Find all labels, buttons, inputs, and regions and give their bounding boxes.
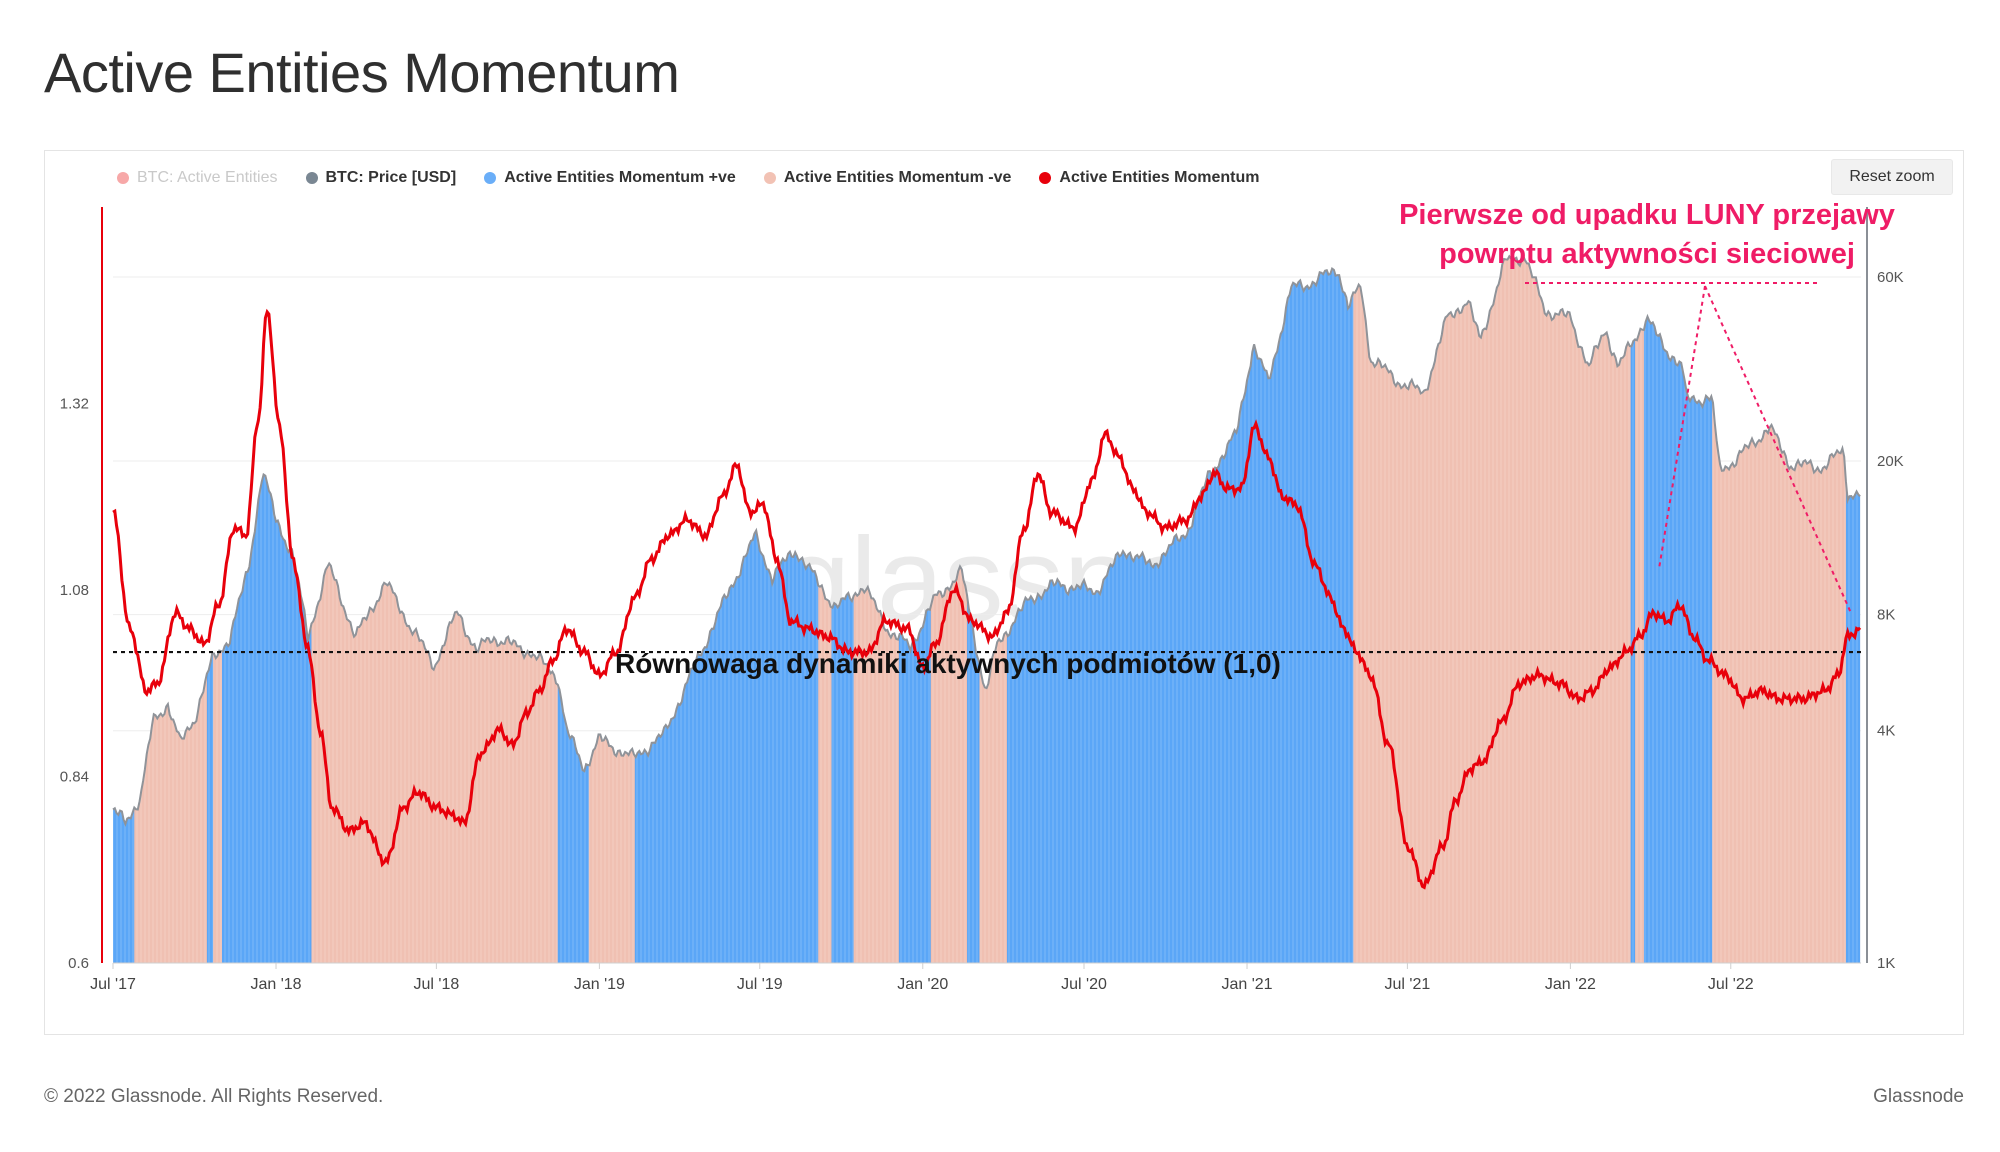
luna-annotation-line: powrptu aktywności sieciowej	[1439, 238, 1855, 270]
legend-item-momentum[interactable]: Active Entities Momentum	[1039, 169, 1259, 187]
momentum-line	[112, 308, 1862, 890]
chart-container: BTC: Active Entities BTC: Price [USD] Ac…	[44, 150, 1964, 1035]
page-title: Active Entities Momentum	[44, 41, 680, 104]
y-left-tick-label: 1.32	[60, 395, 89, 412]
x-tick-label: Jan '22	[1545, 976, 1596, 993]
legend-dot-icon	[763, 172, 776, 184]
legend-label: BTC: Price [USD]	[325, 169, 457, 186]
brand-text: Glassnode	[1873, 1086, 1964, 1107]
momentum-positive-fill	[1630, 256, 1636, 963]
y-left-tick-label: 0.84	[60, 768, 89, 785]
legend-item-price[interactable]: BTC: Price [USD]	[305, 169, 457, 187]
legend-label: BTC: Active Entities	[137, 169, 278, 186]
y-left-tick-label: 0.6	[68, 955, 89, 972]
x-tick-label: Jul '19	[737, 976, 783, 993]
y-right-tick-label: 60K	[1877, 269, 1904, 286]
x-tick-label: Jul '20	[1061, 976, 1107, 993]
x-tick-label: Jul '21	[1385, 976, 1431, 993]
luna-annotation-line: Pierwsze od upadku LUNY przejawy	[1399, 199, 1895, 231]
x-tick-label: Jan '21	[1221, 976, 1272, 993]
legend-label: Active Entities Momentum -ve	[783, 169, 1012, 186]
y-right-tick-label: 1K	[1877, 955, 1895, 972]
legend-item-momentum-negative[interactable]: Active Entities Momentum -ve	[763, 169, 1012, 187]
copyright-text: © 2022 Glassnode. All Rights Reserved.	[44, 1086, 384, 1107]
x-tick-label: Jan '18	[250, 976, 301, 993]
momentum-positive-fill	[634, 256, 819, 963]
legend-dot-icon	[117, 172, 129, 184]
price-line	[112, 254, 1861, 827]
momentum-positive-fill	[206, 256, 214, 963]
x-tick-label: Jul '17	[90, 976, 136, 993]
x-tick-label: Jul '18	[414, 976, 460, 993]
legend-dot-icon	[1039, 172, 1052, 184]
luna-annotation-pointer	[1704, 285, 1852, 614]
legend-item-active-entities[interactable]: BTC: Active Entities	[117, 169, 278, 187]
equilibrium-annotation: Równowaga dynamiki aktywnych podmiotów (…	[615, 648, 1281, 679]
legend-dot-icon	[484, 172, 497, 184]
legend-label: Active Entities Momentum	[1059, 169, 1260, 186]
reset-zoom-button[interactable]: Reset zoom	[1831, 159, 1953, 195]
legend: BTC: Active Entities BTC: Price [USD] Ac…	[117, 169, 1259, 187]
chart-plot[interactable]: glassnode0.60.841.081.321K4K8K20K60KJul …	[45, 151, 1963, 1034]
y-right-tick-label: 20K	[1877, 453, 1904, 470]
y-left-tick-label: 1.08	[60, 582, 89, 599]
legend-dot-icon	[305, 172, 318, 184]
x-tick-label: Jan '19	[574, 976, 625, 993]
legend-label: Active Entities Momentum +ve	[504, 169, 736, 186]
y-right-tick-label: 8K	[1877, 607, 1895, 624]
y-right-tick-label: 4K	[1877, 723, 1895, 740]
x-tick-label: Jan '20	[897, 976, 948, 993]
legend-item-momentum-positive[interactable]: Active Entities Momentum +ve	[484, 169, 736, 187]
x-tick-label: Jul '22	[1708, 976, 1754, 993]
momentum-positive-fill	[1643, 256, 1713, 963]
